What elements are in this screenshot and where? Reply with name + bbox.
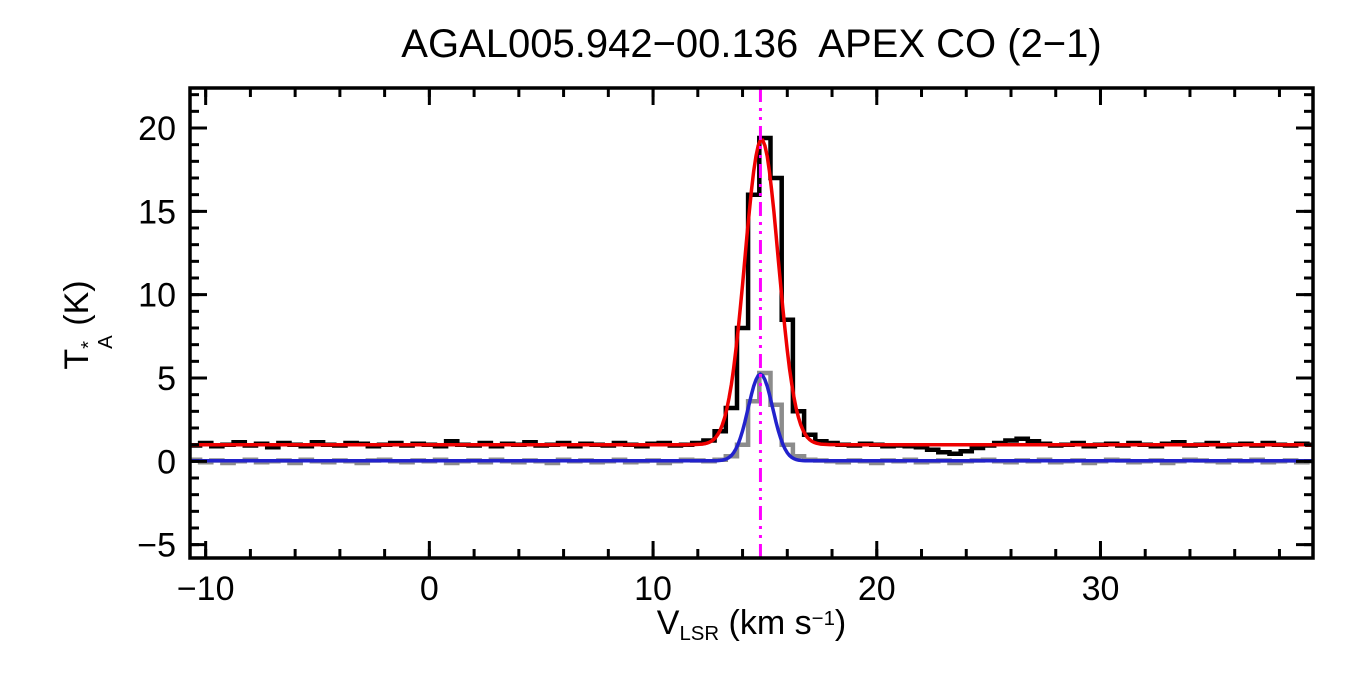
y-tick-label: 0: [157, 443, 176, 481]
y-tick-label: 5: [157, 360, 176, 398]
y-axis-unit: (K): [58, 280, 96, 336]
x-axis-symbol: V: [656, 604, 680, 642]
x-axis-unit-exponent: −1: [811, 607, 835, 630]
x-tick-label: 20: [858, 570, 896, 608]
y-axis-symbol-subscript: A: [95, 335, 118, 349]
y-tick-label: −5: [137, 527, 176, 565]
x-axis-unit-suffix: ): [834, 604, 847, 642]
gray-spectrum: [190, 370, 1313, 466]
plot-data-area: [190, 88, 1313, 558]
x-axis-unit-prefix: (km s: [719, 604, 812, 642]
y-axis-symbol: T: [58, 348, 96, 370]
x-tick-label: 0: [420, 570, 439, 608]
plot-title: AGAL005.942−00.136 APEX CO (2−1): [401, 22, 1102, 66]
x-axis-symbol-subscript: LSR: [679, 623, 720, 646]
red-gaussian-fit: [190, 138, 1313, 447]
y-tick-label: 15: [138, 193, 176, 231]
blue-gaussian-fit: [190, 372, 1313, 463]
x-axis-label: VLSR (km s−1): [190, 604, 1313, 646]
y-tick-label: 20: [138, 110, 176, 148]
y-axis-symbol-scripts: * A: [78, 335, 118, 349]
x-tick-label: 10: [634, 570, 672, 608]
y-tick-label: 10: [138, 277, 176, 315]
x-tick-label: 30: [1082, 570, 1120, 608]
plot-frame: [188, 86, 1315, 560]
x-tick-label: −10: [177, 570, 235, 608]
y-axis-label: T * A (K): [58, 245, 117, 405]
